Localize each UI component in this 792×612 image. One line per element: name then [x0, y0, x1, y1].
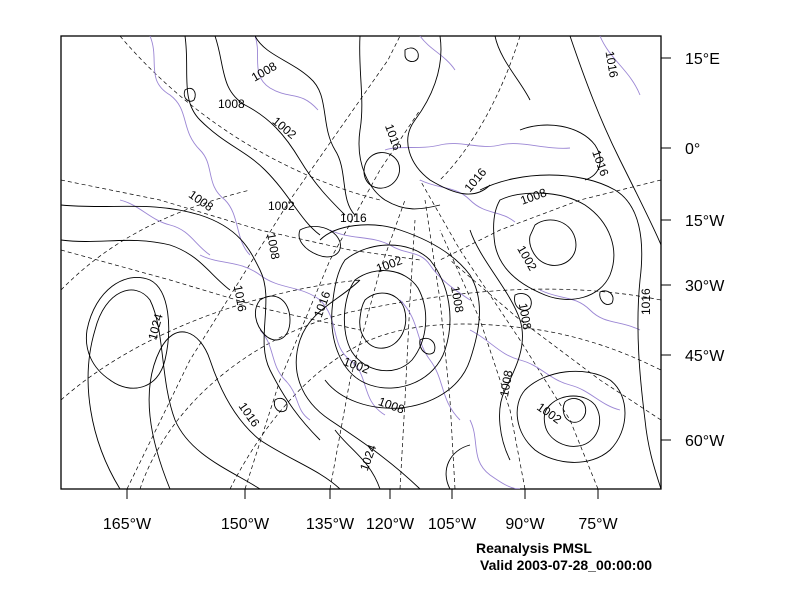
lat-tick-label: 60°W: [685, 433, 725, 450]
caption-title: Reanalysis PMSL: [476, 540, 592, 556]
contour-label: 1016: [340, 211, 367, 225]
lon-tick-label: 90°W: [505, 516, 545, 533]
lon-tick-label: 75°W: [578, 516, 618, 533]
map-frame: [60, 35, 662, 490]
contour-label: 1008: [448, 285, 466, 314]
contour-label: 1002: [342, 354, 372, 376]
lat-tick-label: 0°: [685, 141, 700, 158]
contour-label: 1008: [377, 394, 407, 416]
contour-label: 1024: [357, 442, 379, 472]
caption-valid-time: Valid 2003-07-28_00:00:00: [480, 557, 653, 573]
contour-label: 1016: [639, 288, 653, 315]
lat-tick-label: 30°W: [685, 278, 725, 295]
bottom-axis: [126, 489, 599, 499]
contour-label: 1002: [514, 243, 540, 273]
lon-tick-label: 165°W: [103, 516, 152, 533]
lon-tick-label: 105°W: [428, 516, 477, 533]
map-body: 1008 1008 1002 1016 1016 1016 1016 1002 …: [61, 36, 661, 489]
contour-label: 1016: [236, 400, 263, 430]
lon-tick-label: 150°W: [221, 516, 270, 533]
contour-label: 1002: [374, 253, 404, 275]
contour-label: 1008: [516, 302, 534, 331]
right-axis-labels: 15°E 0° 15°W 30°W 45°W 60°W: [685, 51, 725, 450]
contour-label: 1008: [264, 232, 282, 261]
contour-label: 1008: [519, 185, 549, 207]
contour-label: 1016: [382, 122, 404, 152]
contour-label: 1016: [589, 148, 611, 178]
contour-label: 1008: [186, 187, 216, 214]
lon-tick-label: 135°W: [306, 516, 355, 533]
lat-tick-label: 15°E: [685, 51, 720, 68]
bottom-axis-labels: 165°W 150°W 135°W 120°W 105°W 90°W 75°W: [103, 516, 619, 533]
right-axis: [661, 57, 671, 441]
graticule: [61, 36, 661, 489]
contour-label: 1008: [218, 97, 245, 111]
contour-label: 1016: [231, 284, 249, 313]
contour-label: 1024: [145, 312, 166, 342]
lat-tick-label: 45°W: [685, 348, 725, 365]
lon-tick-label: 120°W: [366, 516, 415, 533]
contour-label: 1016: [461, 165, 489, 195]
contour-label: 1008: [249, 59, 279, 85]
contour-label: 1016: [603, 50, 621, 79]
contour-label: 1008: [497, 369, 515, 398]
coastlines: [119, 36, 641, 489]
lat-tick-label: 15°W: [685, 213, 725, 230]
contour-label: 1002: [268, 199, 295, 213]
isobars: [61, 36, 661, 489]
